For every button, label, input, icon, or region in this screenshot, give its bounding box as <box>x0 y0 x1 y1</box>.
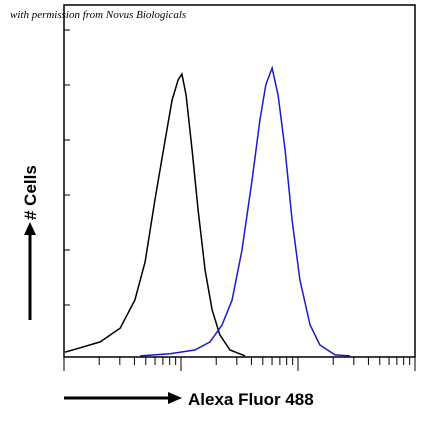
histogram-line <box>140 65 351 357</box>
histogram-line <box>64 72 246 357</box>
y-arrow-head <box>24 222 36 235</box>
x-arrow-head <box>168 392 182 404</box>
plot-frame <box>63 4 416 358</box>
x-axis-label: Alexa Fluor 488 <box>188 390 314 409</box>
y-axis-label: # Cells <box>21 165 40 220</box>
note: with permission from Novus Biologicals <box>10 9 186 21</box>
